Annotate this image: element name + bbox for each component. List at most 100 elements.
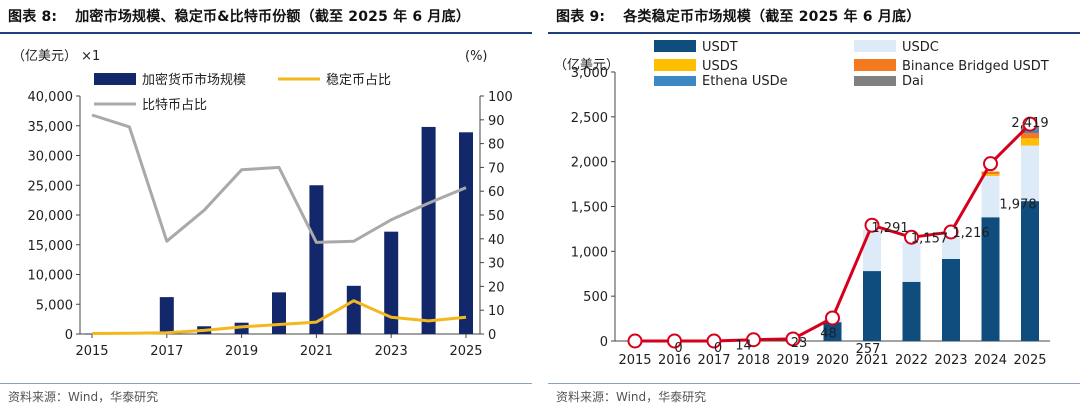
legend-label-bitcoin-share: 比特币占比 [142,98,207,113]
x-tick-label: 2023 [934,353,967,368]
x-tick-label: 2018 [737,353,770,368]
total-data-label: 14 [735,339,752,354]
x-tick-label: 2023 [375,344,408,359]
total-data-label: 1,291 [871,221,908,236]
y-tick-label: 40,000 [28,90,74,105]
legend-swatch-binance-bridged-usdt [854,59,896,71]
y-axis-unit-label: （亿美元） ×1 [12,49,100,64]
usdt-bar [942,258,960,341]
right-title-rule [548,32,1080,34]
y-tick-label: 0 [65,328,73,343]
stablecoin-share-line [91,299,467,335]
y-tick-label: 1,000 [571,245,608,260]
right-footer-rule [548,383,1080,384]
left-figure-title-text: 加密市场规模、稳定币&比特币份额（截至 2025 年 6 月底） [75,9,471,25]
y2-tick-label: 100 [488,90,513,105]
usds-bar [1021,138,1039,146]
total-data-label: 2,419 [1011,116,1048,131]
usdc-bar [863,229,881,272]
x-tick-label: 2015 [75,344,108,359]
total-marker [785,331,801,347]
legend-label-usdt: USDT [702,40,738,55]
total-data-label: 1,157 [911,231,948,246]
total-data-label: 257 [856,342,881,357]
y-tick-label: 10,000 [28,269,74,284]
total-marker [706,333,722,349]
usdt-bar [902,281,921,341]
usdt-bar [823,322,842,341]
y-tick-label: 25,000 [28,179,74,194]
total-marker [983,156,998,172]
left-footer-rule [0,383,532,384]
right-source-note: 资料来源：Wind，华泰研究 [556,390,707,404]
y2-tick-label: 20 [488,280,505,295]
y2-tick-label: 30 [488,257,505,272]
legend-label-binance-bridged-usdt: Binance Bridged USDT [902,59,1049,74]
total-marker [904,229,919,245]
legend-swatch-ethena-usde [654,76,696,86]
total-marker [943,224,959,240]
usdt-bar [1021,201,1039,341]
total-data-label: 1,216 [952,226,989,241]
x-tick-label: 2016 [658,353,691,368]
legend-swatch-usdc [854,40,896,52]
total-data-label: 23 [791,336,808,351]
legend-swatch-dai [854,76,896,86]
y2-tick-label: 0 [488,328,496,343]
y-axis-unit-label: （亿美元） [554,58,619,73]
usdc-bar [981,176,1000,218]
usdc-bar [942,237,960,259]
y-tick-label: 20,000 [28,209,74,224]
total-marker [1022,116,1038,132]
y-tick-label: 1,500 [571,201,608,216]
x-tick-label: 2025 [1013,353,1046,368]
legend-swatch-crypto-market [94,73,136,85]
x-tick-label: 2019 [225,344,258,359]
usdc-bar [1021,145,1039,202]
usdt-bar [981,217,1000,341]
x-tick-label: 2024 [974,353,1007,368]
y2-tick-label: 70 [488,161,505,176]
left-title-rule [0,32,532,34]
y-tick-label: 2,500 [571,111,608,126]
legend-label-usdc: USDC [902,40,939,55]
legend-label-usds: USDS [702,59,738,74]
crypto-market-chart: 0 5,000 10,000 15,000 20,000 25,000 30,000 35,0… [12,49,513,359]
crypto-market-bar [346,285,361,334]
binance-bridged-usdt-bar [981,171,1000,175]
y2-tick-label: 50 [488,209,505,224]
y2-tick-label: 40 [488,233,505,248]
x-tick-label: 2021 [855,353,888,368]
crypto-market-bar [384,231,399,334]
total-marker [864,217,880,233]
right-figure-title: 图表 9: 各类稳定币市场规模（截至 2025 年 6 月底） [556,6,920,26]
total-data-label: 0 [674,341,682,356]
right-figure-title-text: 各类稳定币市场规模（截至 2025 年 6 月底） [623,9,921,25]
y-tick-label: 500 [583,290,608,305]
x-tick-label: 2015 [618,353,651,368]
y-tick-label: 15,000 [28,239,74,254]
left-figure-label: 图表 8: [8,9,58,25]
usdt-bar [863,271,881,341]
legend-label-crypto-market: 加密货币市场规模 [142,72,246,88]
y2-tick-label: 60 [488,185,505,200]
crypto-market-bar [309,185,324,334]
x-tick-label: 2017 [150,344,183,359]
left-figure: 图表 8: 加密市场规模、稳定币&比特币份额（截至 2025 年 6 月底） 0 5… [0,0,532,411]
crypto-market-bar [459,132,473,334]
crypto-market-bar [159,297,174,334]
y-tick-label: 0 [600,335,608,350]
y-tick-label: 5,000 [36,298,73,313]
y2-tick-label: 80 [488,138,505,153]
left-source-note: 资料来源：Wind，华泰研究 [8,390,159,404]
y2-tick-label: 10 [488,304,505,319]
total-marker [825,310,840,326]
x-tick-label: 2021 [300,344,333,359]
y2-tick-label: 90 [488,114,505,129]
x-tick-label: 2022 [895,353,928,368]
x-tick-label: 2019 [776,353,809,368]
total-data-label: 48 [820,327,837,342]
total-data-label: 0 [714,341,722,356]
legend-swatch-usds [654,59,696,71]
total-marker [746,332,761,348]
